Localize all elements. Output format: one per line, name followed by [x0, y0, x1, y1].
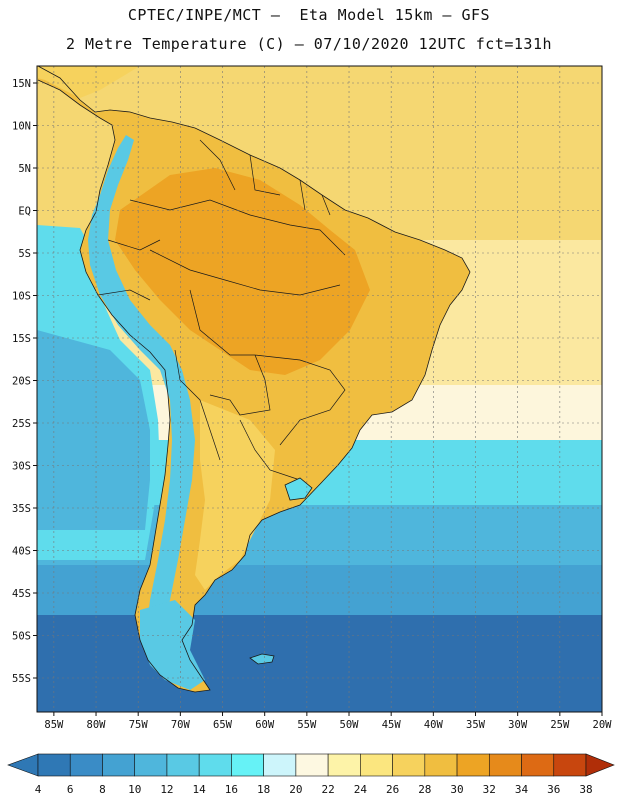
lat-label: 10N — [12, 121, 31, 133]
colorbar-tick-label: 18 — [257, 783, 270, 796]
colorbar-swatch — [134, 753, 168, 777]
southern-cone-warm-region — [195, 400, 275, 590]
ocean-band-cold — [37, 615, 602, 712]
colorbar-arrow-high — [585, 753, 615, 777]
colorbar-tick-label: 20 — [289, 783, 302, 796]
colorbar-tick-label: 32 — [483, 783, 496, 796]
colorbar-tick-label: 36 — [547, 783, 560, 796]
pacific-cold-region — [37, 330, 150, 530]
lat-label: 55S — [12, 673, 31, 685]
longitude-labels: 85W 80W 75W 70W 65W 60W 55W 50W 45W 40W 35W 30W 25W 2… — [44, 712, 612, 731]
colorbar-tick-label: 30 — [450, 783, 463, 796]
colorbar-tick-label: 26 — [386, 783, 399, 796]
colorbar-swatch — [198, 753, 232, 777]
colorbar-tick-label: 10 — [128, 783, 141, 796]
colorbar-swatch — [166, 753, 200, 777]
lon-label: 65W — [213, 719, 233, 731]
colorbar-swatch — [553, 753, 587, 777]
map-title-line1: CPTEC/INPE/MCT – Eta Model 15km – GFS — [127, 6, 491, 24]
colorbar-tick-label: 12 — [160, 783, 173, 796]
lon-label: 45W — [382, 719, 402, 731]
falkland-islands — [249, 653, 275, 665]
colorbar: 4 6 8 10 12 14 16 18 20 22 24 26 28 30 32 34 36 38 — [7, 753, 615, 796]
colorbar-swatch — [231, 753, 264, 777]
colorbar-swatch — [69, 753, 103, 777]
colorbar-swatch — [263, 753, 297, 777]
lat-label: 35S — [12, 503, 31, 515]
latitude-labels: 15N 10N 5N EQ 5S 10S 15S 20S 25S 30S 35S 40S 45S 50S 5… — [12, 78, 37, 685]
colorbar-swatch — [488, 753, 522, 777]
lat-label: 10S — [12, 291, 31, 303]
lon-label: 75W — [129, 719, 149, 731]
lon-label: 20W — [593, 719, 613, 731]
lat-lon-gridlines — [37, 66, 602, 712]
lat-label: 50S — [12, 631, 31, 643]
lon-label: 80W — [87, 719, 107, 731]
lon-label: 85W — [44, 719, 64, 731]
lagoa-dos-patos — [284, 477, 313, 501]
coastline — [37, 66, 471, 693]
lat-label: 15S — [12, 333, 31, 345]
lon-label: 30W — [508, 719, 528, 731]
colorbar-swatch — [295, 753, 329, 777]
lat-label: 5S — [18, 248, 31, 260]
colorbar-swatch — [424, 753, 458, 777]
lat-label: 25S — [12, 418, 31, 430]
lat-label: 30S — [12, 461, 31, 473]
map-title-line2: 2 Metre Temperature (C) – 07/10/2020 12U… — [65, 35, 553, 53]
lat-label: 45S — [12, 588, 31, 600]
lon-label: 70W — [171, 719, 191, 731]
colorbar-swatch — [327, 753, 361, 777]
country-borders — [97, 139, 346, 481]
patagonia-cold-region — [140, 600, 205, 690]
colorbar-swatch — [392, 753, 426, 777]
lat-label: 15N — [12, 78, 31, 90]
colorbar-arrow-low — [7, 753, 39, 777]
lon-label: 25W — [550, 719, 570, 731]
colorbar-swatch — [521, 753, 555, 777]
lon-label: 55W — [297, 719, 317, 731]
colorbar-tick-label: 14 — [193, 783, 207, 796]
lon-label: 60W — [255, 719, 275, 731]
colorbar-tick-label: 34 — [515, 783, 529, 796]
map-canvas — [37, 66, 602, 712]
colorbar-tick-label: 38 — [579, 783, 592, 796]
colorbar-tick-label: 4 — [35, 783, 42, 796]
colorbar-tick-label: 8 — [99, 783, 106, 796]
lat-label: EQ — [18, 206, 31, 218]
colorbar-swatch — [37, 753, 71, 777]
colorbar-tick-label: 24 — [354, 783, 368, 796]
lat-label: 20S — [12, 376, 31, 388]
andes-cold-strip — [88, 135, 195, 660]
colorbar-tick-label: 16 — [225, 783, 238, 796]
lon-label: 35W — [466, 719, 486, 731]
map-frame — [36, 65, 603, 713]
colorbar-tick-label: 28 — [418, 783, 431, 796]
lat-label: 40S — [12, 546, 31, 558]
colorbar-tick-label: 6 — [67, 783, 74, 796]
colorbar-swatch — [360, 753, 393, 777]
lon-label: 50W — [340, 719, 360, 731]
colorbar-swatch — [456, 753, 490, 777]
colorbar-swatch — [102, 753, 136, 777]
lon-label: 40W — [424, 719, 444, 731]
central-america-landmass — [37, 66, 140, 98]
colorbar-tick-label: 22 — [321, 783, 334, 796]
lat-label: 5N — [18, 163, 31, 175]
